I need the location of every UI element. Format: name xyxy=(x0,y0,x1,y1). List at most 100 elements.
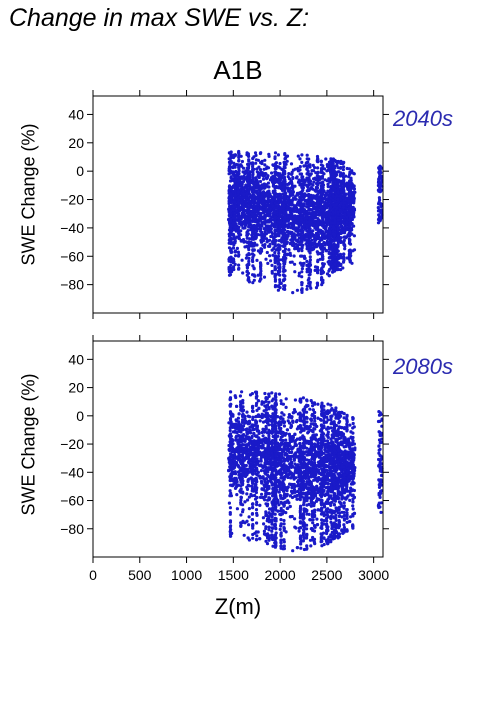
data-point xyxy=(336,264,340,268)
data-point xyxy=(328,237,333,241)
data-point xyxy=(315,200,319,204)
data-point xyxy=(348,171,353,175)
data-point xyxy=(258,251,262,255)
data-point xyxy=(285,208,289,212)
data-point xyxy=(305,225,309,229)
data-point xyxy=(282,261,286,266)
data-point xyxy=(278,166,282,170)
data-point xyxy=(348,188,352,192)
data-point xyxy=(348,223,353,227)
data-point xyxy=(245,216,249,220)
data-point xyxy=(277,251,281,255)
data-point xyxy=(328,267,332,271)
data-point xyxy=(231,232,235,236)
data-point xyxy=(312,223,316,227)
data-point xyxy=(308,173,312,177)
data-point xyxy=(251,264,255,268)
data-point xyxy=(244,256,248,260)
data-point xyxy=(233,175,237,179)
data-point xyxy=(229,263,233,267)
data-point xyxy=(254,176,258,180)
data-point xyxy=(247,225,251,229)
data-point xyxy=(347,206,351,210)
data-point xyxy=(251,209,255,213)
data-point xyxy=(282,169,286,173)
data-point xyxy=(300,287,304,291)
data-point xyxy=(283,214,287,218)
data-point xyxy=(278,176,282,180)
data-point xyxy=(305,210,309,214)
data-point xyxy=(336,242,340,246)
data-point xyxy=(242,196,246,200)
data-point xyxy=(321,222,325,226)
y-tick-label: 20 xyxy=(68,135,84,151)
data-point xyxy=(316,268,320,272)
data-point xyxy=(265,250,269,255)
data-point xyxy=(273,170,277,174)
data-point xyxy=(273,155,277,159)
data-point xyxy=(305,167,309,171)
data-point xyxy=(270,271,274,275)
data-point xyxy=(253,151,258,155)
data-point xyxy=(331,264,335,268)
data-point xyxy=(273,180,278,184)
data-point xyxy=(313,207,317,211)
data-point xyxy=(298,157,302,161)
data-point xyxy=(327,209,331,213)
data-point xyxy=(230,178,234,182)
data-point xyxy=(273,189,277,193)
data-point xyxy=(260,220,264,225)
data-point xyxy=(240,181,244,185)
data-point xyxy=(250,212,255,216)
data-point xyxy=(277,239,281,243)
data-point xyxy=(278,161,282,166)
data-point xyxy=(313,196,317,200)
data-point xyxy=(258,168,263,172)
data-point xyxy=(247,196,251,200)
data-point xyxy=(342,227,346,231)
data-point xyxy=(298,223,302,227)
data-point xyxy=(336,249,340,253)
data-point xyxy=(287,248,291,252)
data-point xyxy=(276,153,280,157)
data-point xyxy=(278,210,282,214)
data-point xyxy=(331,210,335,214)
data-point xyxy=(231,221,235,225)
data-point xyxy=(377,166,381,170)
data-point xyxy=(273,258,277,262)
data-point xyxy=(325,193,329,197)
data-point xyxy=(227,199,231,203)
data-point xyxy=(246,271,251,275)
data-point xyxy=(263,158,267,162)
data-point xyxy=(352,224,356,228)
data-point xyxy=(281,203,286,207)
data-point xyxy=(331,239,335,243)
data-point xyxy=(240,258,244,262)
data-point xyxy=(259,238,263,243)
data-point xyxy=(259,200,263,204)
data-point xyxy=(327,252,331,256)
data-point xyxy=(270,195,274,199)
data-point xyxy=(278,197,282,201)
data-point xyxy=(293,247,297,251)
data-point xyxy=(336,190,340,194)
data-point xyxy=(237,155,241,159)
data-point xyxy=(377,177,381,181)
data-point xyxy=(245,236,249,240)
data-point xyxy=(331,216,335,220)
data-point xyxy=(302,164,306,168)
data-point xyxy=(342,165,346,169)
data-point xyxy=(251,176,255,180)
data-point xyxy=(328,193,332,197)
data-point xyxy=(305,270,309,274)
data-point xyxy=(324,197,328,201)
data-point xyxy=(229,175,233,179)
data-point xyxy=(348,192,352,196)
data-point xyxy=(273,162,278,166)
data-point xyxy=(348,202,352,206)
data-point xyxy=(327,274,331,278)
data-point xyxy=(282,287,286,291)
data-point xyxy=(229,223,233,227)
data-point xyxy=(229,171,233,175)
data-point xyxy=(281,259,285,263)
